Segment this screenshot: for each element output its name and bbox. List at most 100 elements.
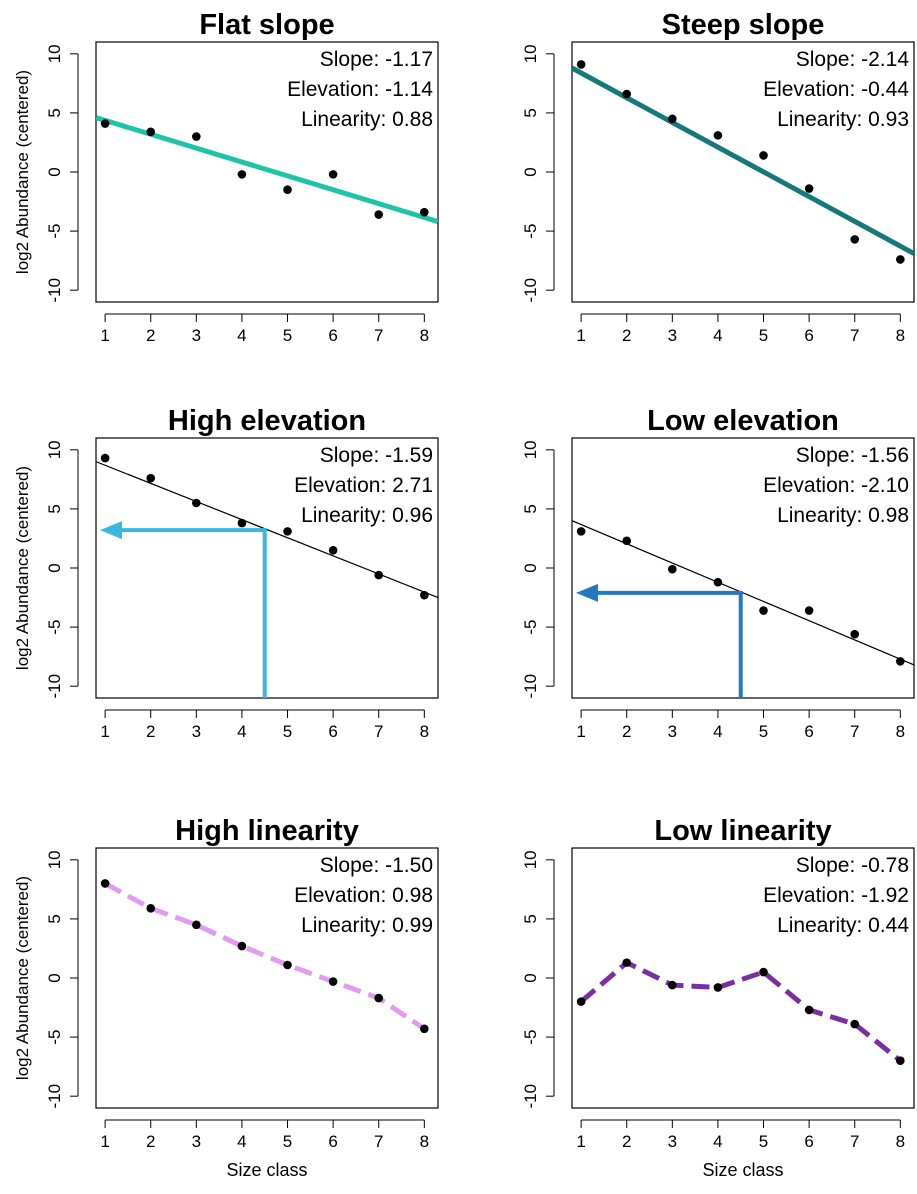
y-tick-label: 5	[45, 504, 64, 513]
data-point	[374, 570, 384, 580]
x-tick-label: 1	[100, 326, 109, 345]
x-tick-label: 7	[374, 1132, 383, 1151]
data-point	[576, 60, 586, 69]
y-tick-label: 0	[521, 167, 540, 176]
panel-title: Steep slope	[662, 9, 825, 41]
x-tick-label: 6	[328, 722, 337, 741]
data-point	[237, 941, 247, 951]
data-point	[804, 606, 814, 615]
data-point	[283, 960, 292, 970]
x-tick-label: 7	[374, 326, 383, 345]
y-tick-label: -10	[521, 278, 540, 303]
data-point	[192, 132, 201, 141]
data-point	[896, 255, 905, 264]
y-tick-label: 0	[45, 563, 64, 572]
data-point	[237, 518, 247, 528]
panel-4: Low elevation 10 5 0 -5 -10 1 2 3 4 5 6 7 8 Slope: -1.…	[521, 405, 915, 741]
stat-label: Linearity: 0.88	[301, 108, 433, 131]
x-tick-label: 5	[759, 722, 768, 741]
data-point	[283, 185, 292, 195]
x-tick-label: 5	[283, 326, 292, 345]
data-point	[374, 210, 384, 219]
panel-title: Low elevation	[647, 405, 839, 437]
stat-label: Linearity: 0.98	[777, 504, 909, 527]
elevation-arrow-head	[100, 521, 122, 540]
data-point	[283, 527, 292, 536]
data-point	[146, 473, 156, 483]
x-tick-label: 6	[804, 722, 813, 741]
x-tick-label: 3	[192, 722, 201, 741]
y-tick-label: 5	[521, 108, 540, 117]
x-tick-label: 4	[713, 1132, 722, 1151]
x-tick-label: 7	[850, 722, 859, 741]
stat-label: Elevation: 0.98	[294, 884, 433, 907]
stat-label: Elevation: 2.71	[294, 474, 433, 497]
x-tick-label: 2	[146, 722, 155, 741]
stat-label: Elevation: -1.92	[763, 884, 909, 907]
x-tick-label: 4	[237, 326, 246, 345]
y-tick-label: 5	[521, 914, 540, 923]
x-tick-label: 8	[420, 1132, 429, 1151]
x-axis-title: Size class	[702, 1160, 783, 1180]
stat-label: Slope: -1.17	[320, 48, 433, 71]
plot-area	[96, 453, 438, 698]
x-tick-label: 2	[146, 326, 155, 345]
data-point	[804, 1005, 814, 1015]
data-point	[146, 127, 156, 137]
y-tick-label: 0	[521, 973, 540, 982]
panel-title: Flat slope	[199, 9, 334, 41]
data-point	[100, 453, 110, 463]
panel-1: Flat slope 10 5 0 -5 -10 1 2 3 4 5 6 7 8 log2 Abundanc…	[13, 9, 439, 345]
panel-title: Low linearity	[654, 815, 831, 847]
y-tick-label: 10	[521, 850, 540, 869]
data-point	[192, 920, 201, 930]
panel-title: High elevation	[168, 405, 366, 437]
x-tick-label: 4	[713, 722, 722, 741]
data-point	[100, 879, 110, 888]
data-point	[713, 983, 723, 992]
stat-label: Elevation: -2.10	[763, 474, 909, 497]
x-tick-label: 5	[759, 326, 768, 345]
data-point	[759, 967, 768, 977]
stat-label: Slope: -1.59	[320, 444, 433, 467]
y-tick-label: -5	[45, 224, 64, 239]
x-tick-label: 6	[804, 326, 813, 345]
fit-line	[572, 520, 914, 666]
y-tick-label: -5	[521, 620, 540, 635]
y-tick-label: -10	[45, 674, 64, 699]
plot-area	[572, 520, 914, 698]
y-tick-label: 5	[45, 914, 64, 923]
stat-label: Linearity: 0.44	[777, 914, 909, 937]
x-tick-label: 1	[576, 326, 585, 345]
data-point	[328, 170, 338, 179]
x-tick-label: 2	[622, 326, 631, 345]
stat-label: Slope: -0.78	[796, 854, 909, 877]
plot-frame	[571, 847, 915, 1109]
data-point	[420, 207, 429, 217]
y-tick-label: 0	[521, 563, 540, 572]
x-tick-label: 5	[283, 1132, 292, 1151]
elevation-arrow-head	[576, 583, 598, 602]
data-point	[668, 114, 677, 124]
panel-6: Low linearity 10 5 0 -5 -10 1 2 3 4 5 6 7 8 Size class…	[521, 815, 915, 1180]
plot-frame	[95, 847, 439, 1109]
y-tick-label: 5	[45, 108, 64, 117]
data-point	[622, 958, 632, 967]
data-point	[576, 997, 586, 1006]
x-tick-label: 7	[850, 1132, 859, 1151]
plot-frame	[571, 41, 915, 303]
data-point	[759, 606, 768, 615]
x-tick-label: 8	[896, 1132, 905, 1151]
x-tick-label: 2	[146, 1132, 155, 1151]
data-point	[622, 536, 632, 546]
data-point	[576, 527, 586, 536]
y-tick-label: 10	[45, 44, 64, 63]
data-point	[668, 980, 677, 990]
panel-2: Steep slope 10 5 0 -5 -10 1 2 3 4 5 6 7 8 Slope: -2.14…	[521, 9, 915, 345]
x-tick-label: 4	[713, 326, 722, 345]
x-tick-label: 8	[420, 326, 429, 345]
data-point	[804, 184, 814, 193]
x-tick-label: 3	[668, 326, 677, 345]
x-tick-label: 8	[896, 722, 905, 741]
x-tick-label: 4	[237, 722, 246, 741]
